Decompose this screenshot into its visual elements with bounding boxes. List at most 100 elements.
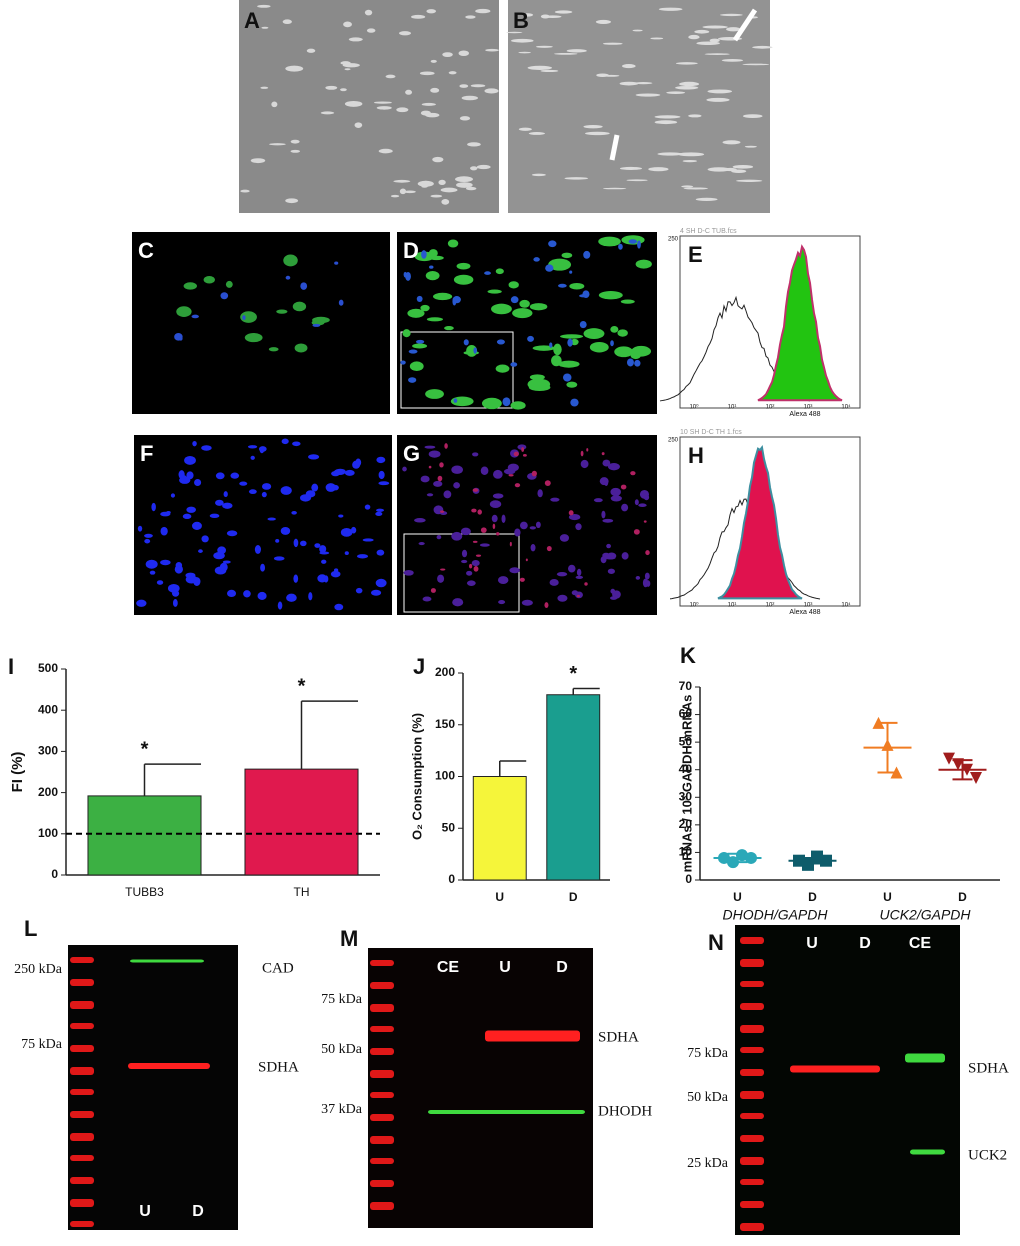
cell xyxy=(595,19,612,24)
cell xyxy=(160,559,171,566)
cell xyxy=(179,476,191,484)
cell xyxy=(452,296,461,304)
cell xyxy=(408,377,417,383)
ladder-band xyxy=(370,1070,394,1078)
cell xyxy=(554,52,578,55)
band-label: UCK2 xyxy=(968,1147,1007,1163)
cell xyxy=(583,250,591,259)
cell xyxy=(459,84,469,88)
y-tick-label: 50 xyxy=(442,820,456,834)
cell xyxy=(257,4,271,8)
cell xyxy=(217,546,226,555)
cell xyxy=(250,455,255,460)
cell xyxy=(637,240,641,249)
lane-label: U xyxy=(499,959,511,976)
cell xyxy=(433,480,443,487)
cell xyxy=(257,591,267,600)
significance: * xyxy=(298,675,306,697)
cell xyxy=(467,142,481,147)
bar xyxy=(472,776,527,881)
cell xyxy=(375,578,387,588)
cell xyxy=(312,316,330,324)
ladder-band xyxy=(740,937,764,944)
cell xyxy=(513,451,519,457)
cell xyxy=(442,52,453,58)
point xyxy=(970,771,982,784)
ladder-band xyxy=(70,957,94,963)
flow-xlabel: Alexa 488 xyxy=(789,609,820,616)
ladder-band xyxy=(70,1155,94,1161)
cell xyxy=(531,173,546,177)
cell xyxy=(510,401,526,410)
cell xyxy=(496,339,505,345)
panel-label: K xyxy=(680,643,696,668)
cell xyxy=(239,481,248,486)
ladder-band xyxy=(740,1003,764,1010)
cell xyxy=(561,252,573,259)
cell xyxy=(385,74,396,79)
cell xyxy=(543,15,562,18)
micrograph-b xyxy=(508,0,770,213)
cell xyxy=(230,472,240,479)
cell xyxy=(176,306,192,317)
x-tick-label: TUBB3 xyxy=(125,885,164,899)
y-tick-label: 400 xyxy=(38,702,58,716)
y-tick-label: 0 xyxy=(448,872,455,886)
cell xyxy=(558,360,580,368)
cell xyxy=(688,114,702,118)
y-tick-label: 100 xyxy=(435,769,455,783)
cell xyxy=(248,489,257,495)
cell xyxy=(658,7,683,11)
cell xyxy=(364,504,371,510)
cell xyxy=(508,474,514,477)
cell xyxy=(626,358,634,367)
bar xyxy=(546,694,601,881)
cell xyxy=(554,10,573,14)
cell xyxy=(569,282,585,290)
cell xyxy=(527,378,551,390)
flow-stained xyxy=(717,445,803,600)
ladder-band xyxy=(370,1136,394,1144)
cell xyxy=(511,38,534,43)
cell xyxy=(619,81,639,86)
cell xyxy=(151,502,156,512)
y-tick-label: 500 xyxy=(38,661,58,675)
micrograph-c xyxy=(132,232,390,414)
panel-label: E xyxy=(688,242,703,267)
cell xyxy=(643,520,647,523)
cell xyxy=(517,444,527,450)
y-tick-label: 70 xyxy=(679,679,693,693)
cell xyxy=(584,582,588,586)
cell xyxy=(418,541,425,546)
cell xyxy=(396,107,409,113)
cell xyxy=(261,26,269,29)
cell xyxy=(540,69,559,73)
cell xyxy=(354,122,363,129)
cell xyxy=(292,301,307,312)
cell xyxy=(378,148,393,154)
cell xyxy=(559,534,570,542)
cell xyxy=(492,523,496,530)
cell xyxy=(472,488,479,492)
cell xyxy=(182,513,192,520)
cell xyxy=(607,463,620,471)
cell xyxy=(215,499,224,506)
cell xyxy=(267,517,276,521)
cell xyxy=(506,31,523,34)
cell xyxy=(566,381,578,388)
cell xyxy=(704,53,730,55)
cell xyxy=(242,315,246,320)
ladder-band xyxy=(370,1092,394,1098)
cell xyxy=(430,87,440,93)
ladder-band xyxy=(70,1023,94,1029)
ladder-band xyxy=(740,1179,764,1185)
cell xyxy=(465,186,477,191)
cell xyxy=(634,359,641,367)
cell xyxy=(580,459,589,469)
cell xyxy=(702,25,728,29)
cell xyxy=(495,268,504,275)
cell xyxy=(519,577,525,582)
cell xyxy=(261,483,272,490)
ladder-band xyxy=(370,1048,394,1055)
cell xyxy=(544,602,549,608)
